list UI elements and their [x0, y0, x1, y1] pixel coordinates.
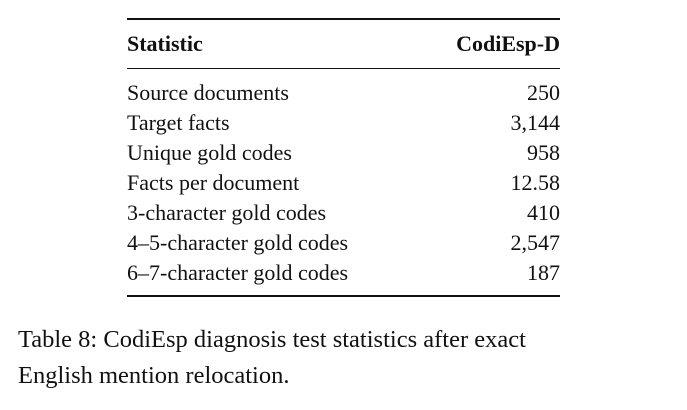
row-label: Facts per document: [127, 170, 300, 195]
caption-line-1: Table 8: CodiEsp diagnosis test statisti…: [18, 326, 526, 353]
row-value: 410: [527, 200, 560, 225]
table-row: Target facts 3,144: [127, 108, 560, 138]
table-row: 6–7-character gold codes 187: [127, 258, 560, 288]
table-top-rule: [127, 18, 560, 20]
row-value: 250: [527, 80, 560, 105]
row-value: 2,547: [510, 230, 561, 255]
caption-line-2: English mention relocation.: [18, 362, 290, 389]
row-label: 3-character gold codes: [127, 200, 327, 225]
row-label: Source documents: [127, 80, 289, 105]
row-label: 6–7-character gold codes: [127, 260, 349, 285]
table-row: 4–5-character gold codes 2,547: [127, 228, 560, 258]
table-row: Unique gold codes 958: [127, 138, 560, 168]
row-value: 3,144: [510, 110, 561, 135]
header-codiesp-d: CodiEsp-D: [456, 31, 560, 56]
table-row: Facts per document 12.58: [127, 168, 560, 198]
header-statistic: Statistic: [127, 31, 203, 56]
row-label: 4–5-character gold codes: [127, 230, 349, 255]
table-header-row: Statistic CodiEsp-D: [127, 20, 560, 68]
row-value: 187: [527, 260, 560, 285]
row-label: Target facts: [127, 110, 230, 135]
table-caption: Table 8: CodiEsp diagnosis test statisti…: [18, 322, 673, 394]
row-value: 12.58: [510, 170, 561, 195]
table-row: Source documents 250: [127, 78, 560, 108]
table-row: 3-character gold codes 410: [127, 198, 560, 228]
row-value: 958: [527, 140, 560, 165]
row-label: Unique gold codes: [127, 140, 292, 165]
statistics-table: Statistic CodiEsp-D Source documents 250…: [127, 18, 560, 297]
table-body: Source documents 250 Target facts 3,144 …: [127, 69, 560, 295]
table-header-rule: [127, 68, 560, 69]
table-bottom-rule: [127, 295, 560, 297]
